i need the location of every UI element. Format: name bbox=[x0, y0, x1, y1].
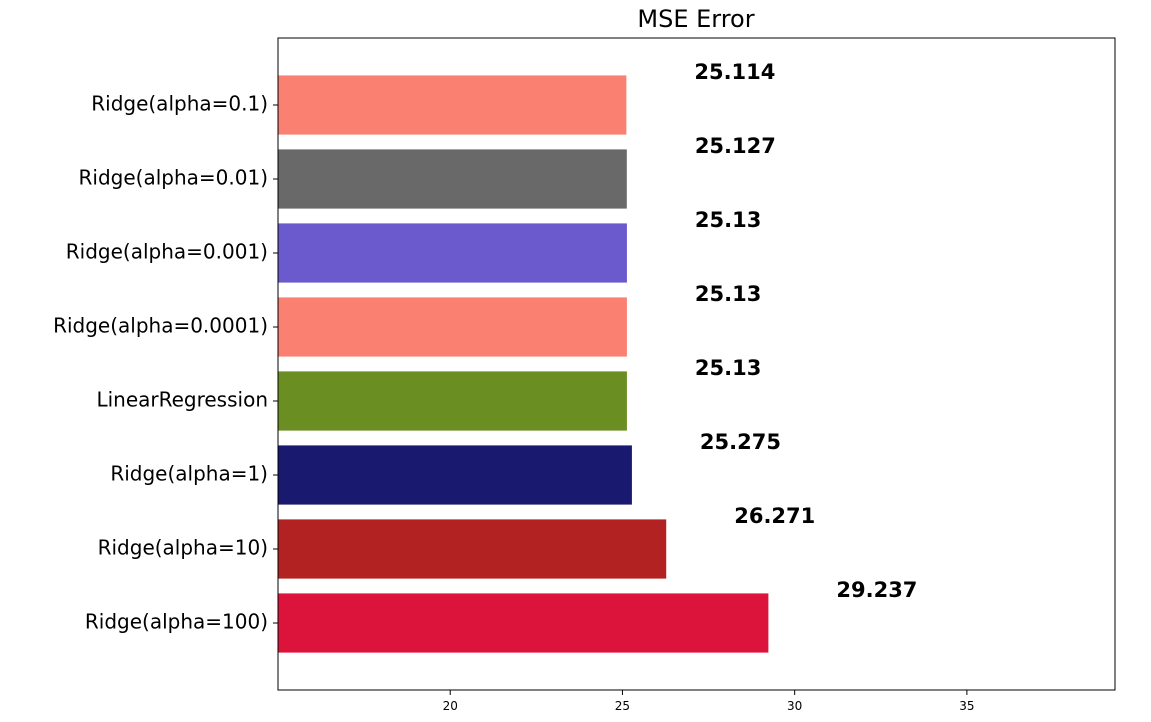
chart-title: MSE Error bbox=[637, 5, 754, 33]
data-labels-group: 25.114 25.127 25.13 25.13 25.13 25.275 26.271 2… bbox=[694, 60, 917, 602]
y-tick-label: Ridge(alpha=0.1) bbox=[91, 92, 268, 116]
data-label: 25.13 bbox=[695, 356, 761, 380]
y-tick-label: Ridge(alpha=0.001) bbox=[66, 240, 268, 264]
y-tick-label: Ridge(alpha=10) bbox=[98, 536, 268, 560]
bar bbox=[278, 149, 627, 209]
x-tick-label: 25 bbox=[615, 699, 630, 713]
x-tick-label: 30 bbox=[787, 699, 802, 713]
bar bbox=[278, 223, 627, 283]
plot-frame bbox=[277, 37, 1116, 691]
y-tick-labels-group: Ridge(alpha=0.1) Ridge(alpha=0.01) Ridge(a… bbox=[53, 92, 278, 634]
bar bbox=[278, 519, 667, 579]
bar bbox=[278, 371, 627, 431]
bar bbox=[278, 75, 627, 135]
data-label: 25.127 bbox=[695, 134, 776, 158]
y-tick-label: Ridge(alpha=0.0001) bbox=[53, 314, 268, 338]
data-label: 26.271 bbox=[734, 504, 815, 528]
bars-group bbox=[278, 75, 769, 653]
y-tick-label: Ridge(alpha=0.01) bbox=[79, 166, 268, 190]
data-label: 25.114 bbox=[694, 60, 775, 84]
bar bbox=[278, 593, 769, 653]
y-tick-label: Ridge(alpha=100) bbox=[85, 610, 268, 634]
data-label: 25.13 bbox=[695, 208, 761, 232]
data-label: 29.237 bbox=[836, 578, 917, 602]
y-tick-label: Ridge(alpha=1) bbox=[110, 462, 268, 486]
bar bbox=[278, 445, 632, 505]
data-label: 25.13 bbox=[695, 282, 761, 306]
y-tick-label: LinearRegression bbox=[96, 388, 268, 412]
x-tick-label: 20 bbox=[443, 699, 458, 713]
x-tick-label: 35 bbox=[959, 699, 974, 713]
x-ticks-group: 20 25 30 35 bbox=[443, 690, 975, 713]
bar bbox=[278, 297, 627, 357]
data-label: 25.275 bbox=[700, 430, 781, 454]
